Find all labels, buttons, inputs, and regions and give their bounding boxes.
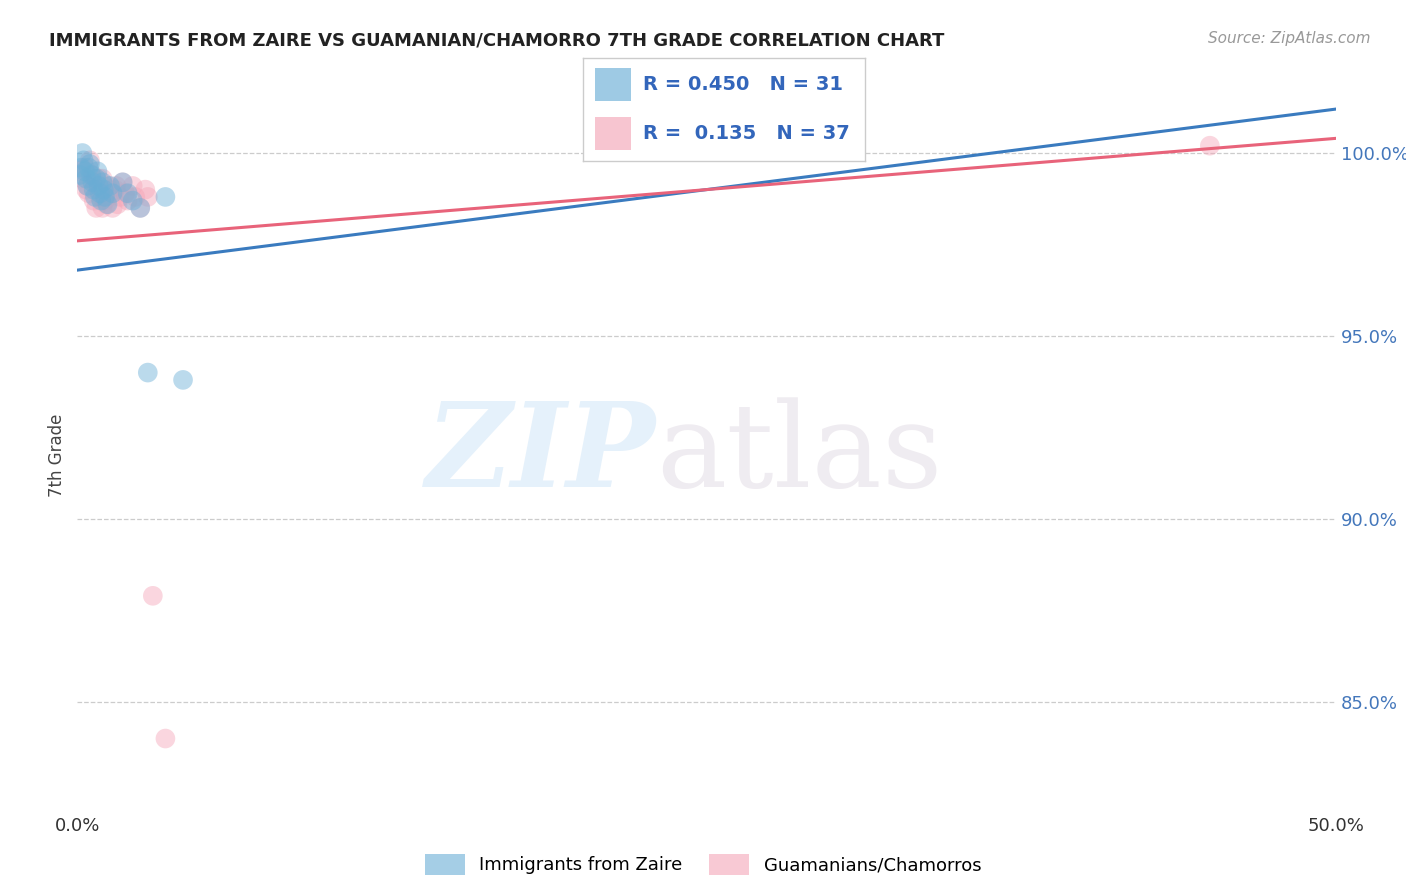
Point [96,178,118,193]
Point [94,194,117,208]
Point [75,171,97,186]
Point [83,183,105,197]
Point [98,186,121,201]
Legend: Immigrants from Zaire, Guamanians/Chamorros: Immigrants from Zaire, Guamanians/Chamor… [418,847,988,882]
Point [79,153,101,168]
Point [83,194,105,208]
Point [96,197,118,211]
Point [69,168,91,182]
Point [76,178,98,193]
Point [1198,138,1220,153]
Point [155,731,177,746]
Point [82,168,104,182]
Point [84,171,107,186]
Point [93,183,115,197]
Point [84,175,107,189]
Point [82,175,104,189]
Point [134,183,156,197]
Point [136,366,159,380]
Point [89,190,111,204]
Point [117,186,139,201]
Text: atlas: atlas [657,398,942,512]
Text: IMMIGRANTS FROM ZAIRE VS GUAMANIAN/CHAMORRO 7TH GRADE CORRELATION CHART: IMMIGRANTS FROM ZAIRE VS GUAMANIAN/CHAMO… [49,31,945,49]
Point [72,146,94,161]
Point [121,178,143,193]
Point [117,194,139,208]
Point [155,190,177,204]
Point [111,175,134,189]
Point [96,197,118,211]
Point [104,183,127,197]
Point [86,164,108,178]
Point [98,178,121,193]
Point [129,201,152,215]
Point [89,186,111,201]
Point [94,190,117,204]
Point [101,186,124,201]
Point [80,168,103,182]
Bar [595,69,631,101]
Point [142,589,165,603]
Y-axis label: 7th Grade: 7th Grade [48,413,66,497]
Point [86,183,108,197]
Point [75,183,97,197]
Point [90,194,112,208]
Point [91,171,114,186]
Point [84,190,107,204]
Point [70,161,93,175]
Text: ZIP: ZIP [426,398,657,512]
Text: R = 0.450   N = 31: R = 0.450 N = 31 [643,75,842,95]
Point [79,157,101,171]
Point [107,197,129,211]
Point [72,153,94,168]
Point [87,171,110,186]
Point [77,186,100,201]
Point [77,161,100,175]
Point [124,190,146,204]
Point [91,201,114,215]
Point [76,178,98,193]
Bar [595,118,631,150]
Point [91,175,114,189]
Text: R =  0.135   N = 37: R = 0.135 N = 37 [643,124,849,144]
Point [84,201,107,215]
Point [87,178,110,193]
Point [108,190,131,204]
Point [111,175,134,189]
Point [73,164,96,178]
Point [69,164,91,178]
Point [105,178,128,193]
Point [136,190,159,204]
Point [114,186,136,201]
Text: Source: ZipAtlas.com: Source: ZipAtlas.com [1208,31,1371,46]
Point [172,373,194,387]
Point [101,201,124,215]
Point [73,161,96,175]
Point [129,201,152,215]
Point [72,171,94,186]
Point [121,194,143,208]
Point [97,183,120,197]
